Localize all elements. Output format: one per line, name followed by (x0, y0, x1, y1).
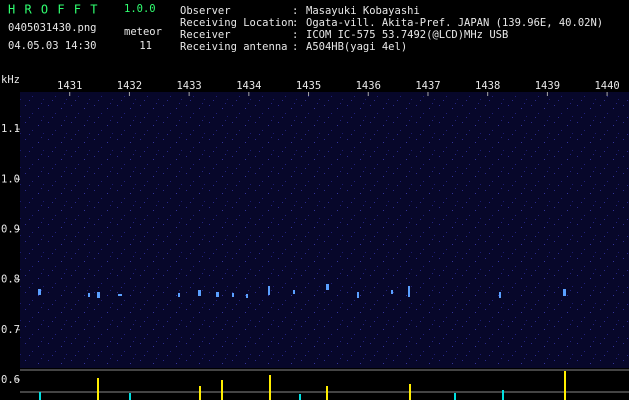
info-value: ICOM IC-575 53.7492(@LCD)MHz USB (306, 29, 508, 41)
y-tick-label: 0.9 (1, 223, 20, 235)
x-tick-label: 1440 (594, 80, 619, 92)
meteor-count: 11 (139, 40, 152, 52)
info-separator: : (292, 29, 298, 41)
info-label: Receiving antenna (180, 41, 287, 53)
y-tick-label: 0.6 (1, 374, 20, 386)
x-tick-label: 1435 (296, 80, 321, 92)
x-tick-label: 1438 (475, 80, 500, 92)
info-separator: : (292, 41, 298, 53)
info-value: Masayuki Kobayashi (306, 5, 420, 17)
info-label: Observer (180, 5, 231, 17)
info-value: Ogata-vill. Akita-Pref. JAPAN (139.96E, … (306, 17, 603, 29)
x-tick-label: 1431 (57, 80, 82, 92)
y-tick-label: 1.1 (1, 123, 20, 135)
echo-traces (38, 284, 566, 298)
y-tick-label: 0.8 (1, 274, 20, 286)
info-value: A504HB(yagi 4el) (306, 41, 407, 53)
x-tick-label: 1432 (117, 80, 142, 92)
datetime: 04.05.03 14:30 (8, 40, 97, 52)
x-tick-label: 1433 (176, 80, 201, 92)
x-tick-label: 1436 (356, 80, 381, 92)
x-tick-label: 1434 (236, 80, 261, 92)
y-tick-label: 1.0 (1, 173, 20, 185)
meteor-spikes (39, 371, 566, 400)
spectrogram-area (20, 92, 629, 368)
filename: 0405031430.png (8, 22, 97, 34)
info-separator: : (292, 17, 298, 29)
info-label: Receiving Location (180, 17, 294, 29)
info-label: Receiver (180, 29, 231, 41)
version: 1.0.0 (124, 3, 156, 15)
info-separator: : (292, 5, 298, 17)
y-tick-label: 0.7 (1, 324, 20, 336)
x-tick-label: 1437 (415, 80, 440, 92)
app-name: H R O F F T (8, 3, 98, 17)
meteor-label: meteor (124, 26, 162, 38)
y-axis-label: kHz (1, 74, 20, 86)
x-tick-label: 1439 (535, 80, 560, 92)
